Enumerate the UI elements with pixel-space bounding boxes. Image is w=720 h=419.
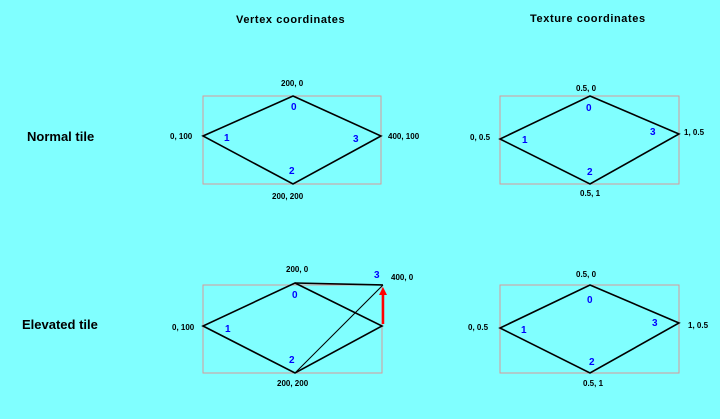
vertex-index-2: 2 [289,166,295,177]
texture-coordinates-header: Texture coordinates [530,13,646,25]
vertex-coord-1: 0, 100 [172,323,195,332]
vertex-coord-2: 200, 200 [277,379,309,388]
texture-coord-0: 0.5, 0 [576,84,597,93]
tile-diamond [498,95,681,185]
vertex-index-1: 1 [225,324,231,335]
vertex-index-3: 3 [652,318,658,329]
vertex-coord-3: 400, 0 [391,273,414,282]
normal-texture-diagram: 0 1 2 3 0.5, 0 0, 0.5 0.5, 1 1, 0.5 [470,84,705,198]
elevated-top-edge [294,282,384,286]
vertex-coord-0: 200, 0 [286,265,309,274]
vertex-coord-2: 200, 200 [272,192,304,201]
vertex-index-1: 1 [224,133,230,144]
tile-diamond [498,284,681,374]
texture-coord-0: 0.5, 0 [576,270,597,279]
vertex-coord-1: 0, 100 [170,132,193,141]
vertex-index-0: 0 [291,102,297,113]
normal-tile-label: Normal tile [27,129,94,144]
texture-coord-2: 0.5, 1 [580,189,601,198]
texture-coord-3: 1, 0.5 [688,321,709,330]
elevated-texture-diagram: 0 1 2 3 0.5, 0 0, 0.5 0.5, 1 1, 0.5 [468,270,709,388]
elevated-vertex-diagram: 0 1 2 3 200, 0 0, 100 200, 200 400, 0 [172,265,414,388]
normal-vertex-diagram: 0 1 2 3 200, 0 0, 100 200, 200 400, 100 [170,79,420,201]
vertex-index-2: 2 [289,355,295,366]
vertex-index-3: 3 [650,127,656,138]
vertex-index-3: 3 [353,134,359,145]
vertex-index-3: 3 [374,270,380,281]
texture-coord-2: 0.5, 1 [583,379,604,388]
elevated-tile-label: Elevated tile [22,317,98,332]
vertex-index-0: 0 [586,103,592,114]
vertex-index-1: 1 [522,135,528,146]
vertex-index-0: 0 [587,295,593,306]
vertex-index-0: 0 [292,290,298,301]
elevated-diagonal [294,284,384,374]
tile-diamond [201,95,383,185]
vertex-index-2: 2 [589,357,595,368]
texture-coord-3: 1, 0.5 [684,128,705,137]
texture-coord-1: 0, 0.5 [468,323,489,332]
vertex-index-1: 1 [521,325,527,336]
vertex-coordinates-header: Vertex coordinates [236,14,345,26]
vertex-index-2: 2 [587,167,593,178]
texture-coord-1: 0, 0.5 [470,133,491,142]
vertex-coord-0: 200, 0 [281,79,304,88]
vertex-coord-3: 400, 100 [388,132,420,141]
